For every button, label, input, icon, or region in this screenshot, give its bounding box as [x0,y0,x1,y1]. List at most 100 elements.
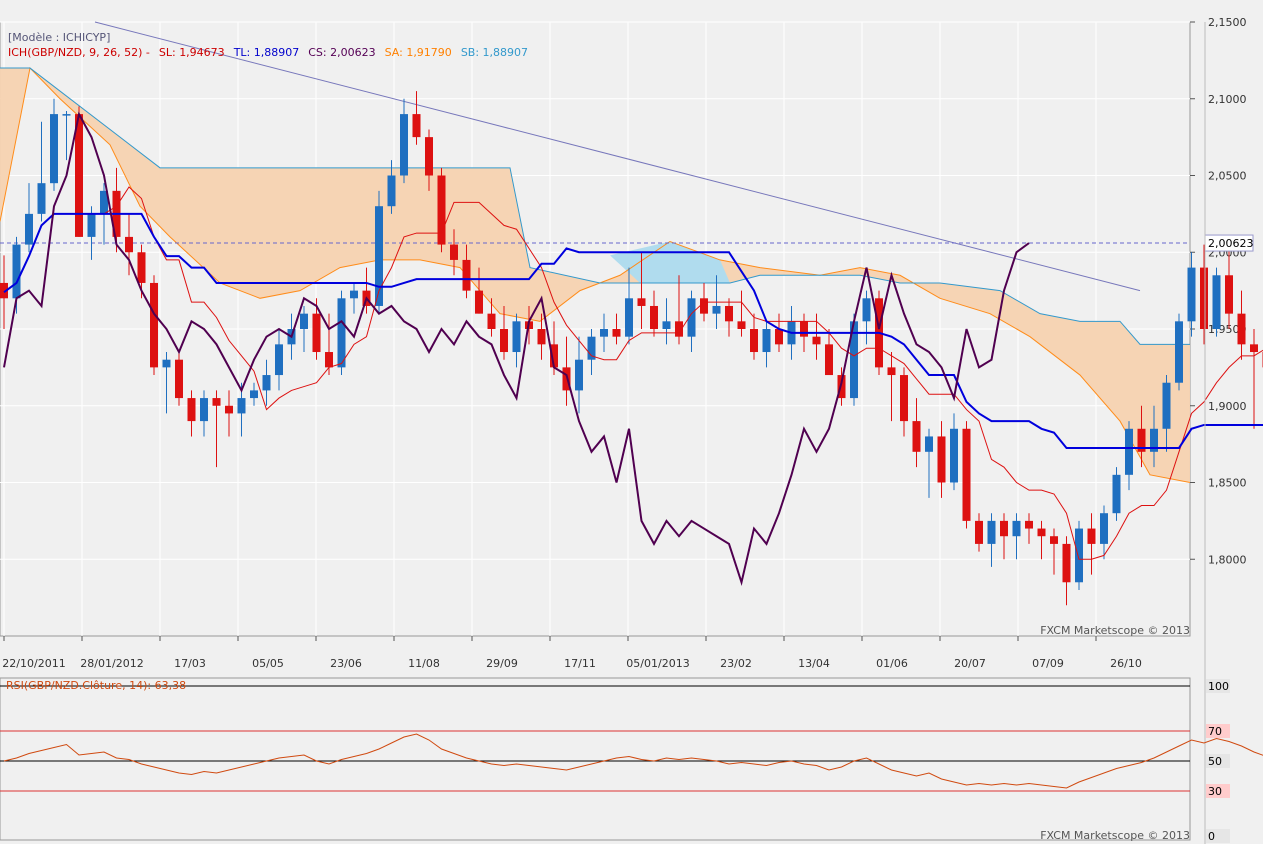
candle-body [837,375,846,399]
x-tick-label: 20/07 [954,657,986,670]
candle-body [12,244,21,299]
x-tick-label: 07/09 [1032,657,1064,670]
candle-body [387,175,396,207]
candle-body [1225,275,1233,314]
legend-item: SA: 1,91790 [385,46,452,59]
candle-body [187,398,196,422]
x-tick-label: 05/01/2013 [626,657,689,670]
y-tick-label: 1,8500 [1208,477,1247,490]
rsi-panel[interactable]: 100 70 50 30 0 [0,677,1263,843]
indicator-legend: ICH(GBP/NZD, 9, 26, 52) - SL: 1,94673 TL: … [8,46,528,59]
candle-body [900,375,908,422]
candle-body [1237,313,1246,345]
candle-body [312,313,321,353]
main-price-panel[interactable]: 2,15002,10002,05002,00001,95001,90001,85… [0,16,1263,844]
chikou-span-line [3,111,1030,586]
rsi-tick-label: 30 [1208,785,1222,798]
candle-body [475,290,483,314]
candle-body [825,344,833,376]
legend-item: SB: 1,88907 [461,46,528,59]
candle-body [975,520,983,544]
candle-body [137,252,146,283]
candle-body [1150,428,1158,452]
candle-body [487,313,496,329]
legend-item: ICH(GBP/NZD, 9, 26, 52) - [8,46,150,59]
candle-body [212,398,221,406]
legend-item: CS: 2,00623 [308,46,375,59]
candle-body [800,321,808,337]
ichimoku-cloud [0,68,1190,483]
candle-body [337,298,346,368]
rsi-tick-bg [1206,724,1230,738]
rsi-tick-label: 50 [1208,755,1222,768]
candle-body [450,244,458,260]
rsi-label: RSI(GBP/NZD.Clôture, 14): 63,38 [6,679,186,692]
candle-body [162,359,171,368]
rsi-tick-label: 0 [1208,830,1215,843]
x-tick-label: 11/08 [408,657,440,670]
y-tick-label: 1,8000 [1208,553,1247,566]
candle-body [625,298,633,337]
candle-body [400,114,408,176]
candle-body [262,375,271,391]
x-tick-label: 28/01/2012 [80,657,143,670]
candle-body [150,282,158,368]
rsi-tick-label: 70 [1208,725,1222,738]
candle-body [912,421,921,452]
candle-body [750,329,758,353]
candle-body [75,114,83,237]
candle-body [1012,520,1021,537]
candle-body [175,359,183,399]
candle-body [987,520,996,544]
candle-body [762,329,771,353]
y-tick-label: 2,1500 [1208,16,1247,29]
candle-body [650,305,658,329]
x-tick-label: 01/06 [876,657,908,670]
candle-body [550,344,558,368]
candle-body [50,114,58,184]
candle-body [62,114,71,116]
candle-body [1075,528,1083,583]
candle-body [950,428,958,483]
x-tick-label: 05/05 [252,657,284,670]
candle-body [300,313,308,329]
candle-body [662,321,671,329]
kijun-sen-line [3,212,1263,449]
candle-body [275,344,283,376]
candle-body [862,298,871,322]
rsi-tick-bg [1206,754,1230,768]
candle-body [775,329,783,345]
candle-body [962,428,971,521]
candle-body [887,367,896,376]
x-tick-label: 13/04 [798,657,830,670]
model-label: [Modèle : ICHICYP] [8,31,110,44]
candle-body [575,359,583,391]
candle-body [600,329,608,337]
rsi-line [3,733,1263,789]
candle-body [1087,528,1096,544]
candle-body [325,352,333,368]
candle-body [1137,428,1146,452]
candle-body [125,236,133,253]
candle-body [587,336,596,360]
candle-body [1125,428,1133,475]
candle-body [500,329,508,353]
rsi-plot-area [0,677,1191,841]
candle-body [925,436,933,452]
candle-body [675,321,683,337]
candle-body [200,398,208,422]
candle-body [25,213,33,245]
candle-body [512,321,521,353]
rsi-tick-bg [1206,829,1230,843]
candle-body [100,190,108,214]
candle-body [700,298,708,314]
candle-body [737,321,746,329]
candle-body [850,321,858,399]
x-tick-label: 23/02 [720,657,752,670]
rsi-tick-label: 100 [1208,680,1229,693]
y-tick-label: 1,9000 [1208,400,1247,413]
candle-body [1062,543,1071,583]
candle-body [1037,528,1046,537]
senkou-span-a [0,67,1191,483]
